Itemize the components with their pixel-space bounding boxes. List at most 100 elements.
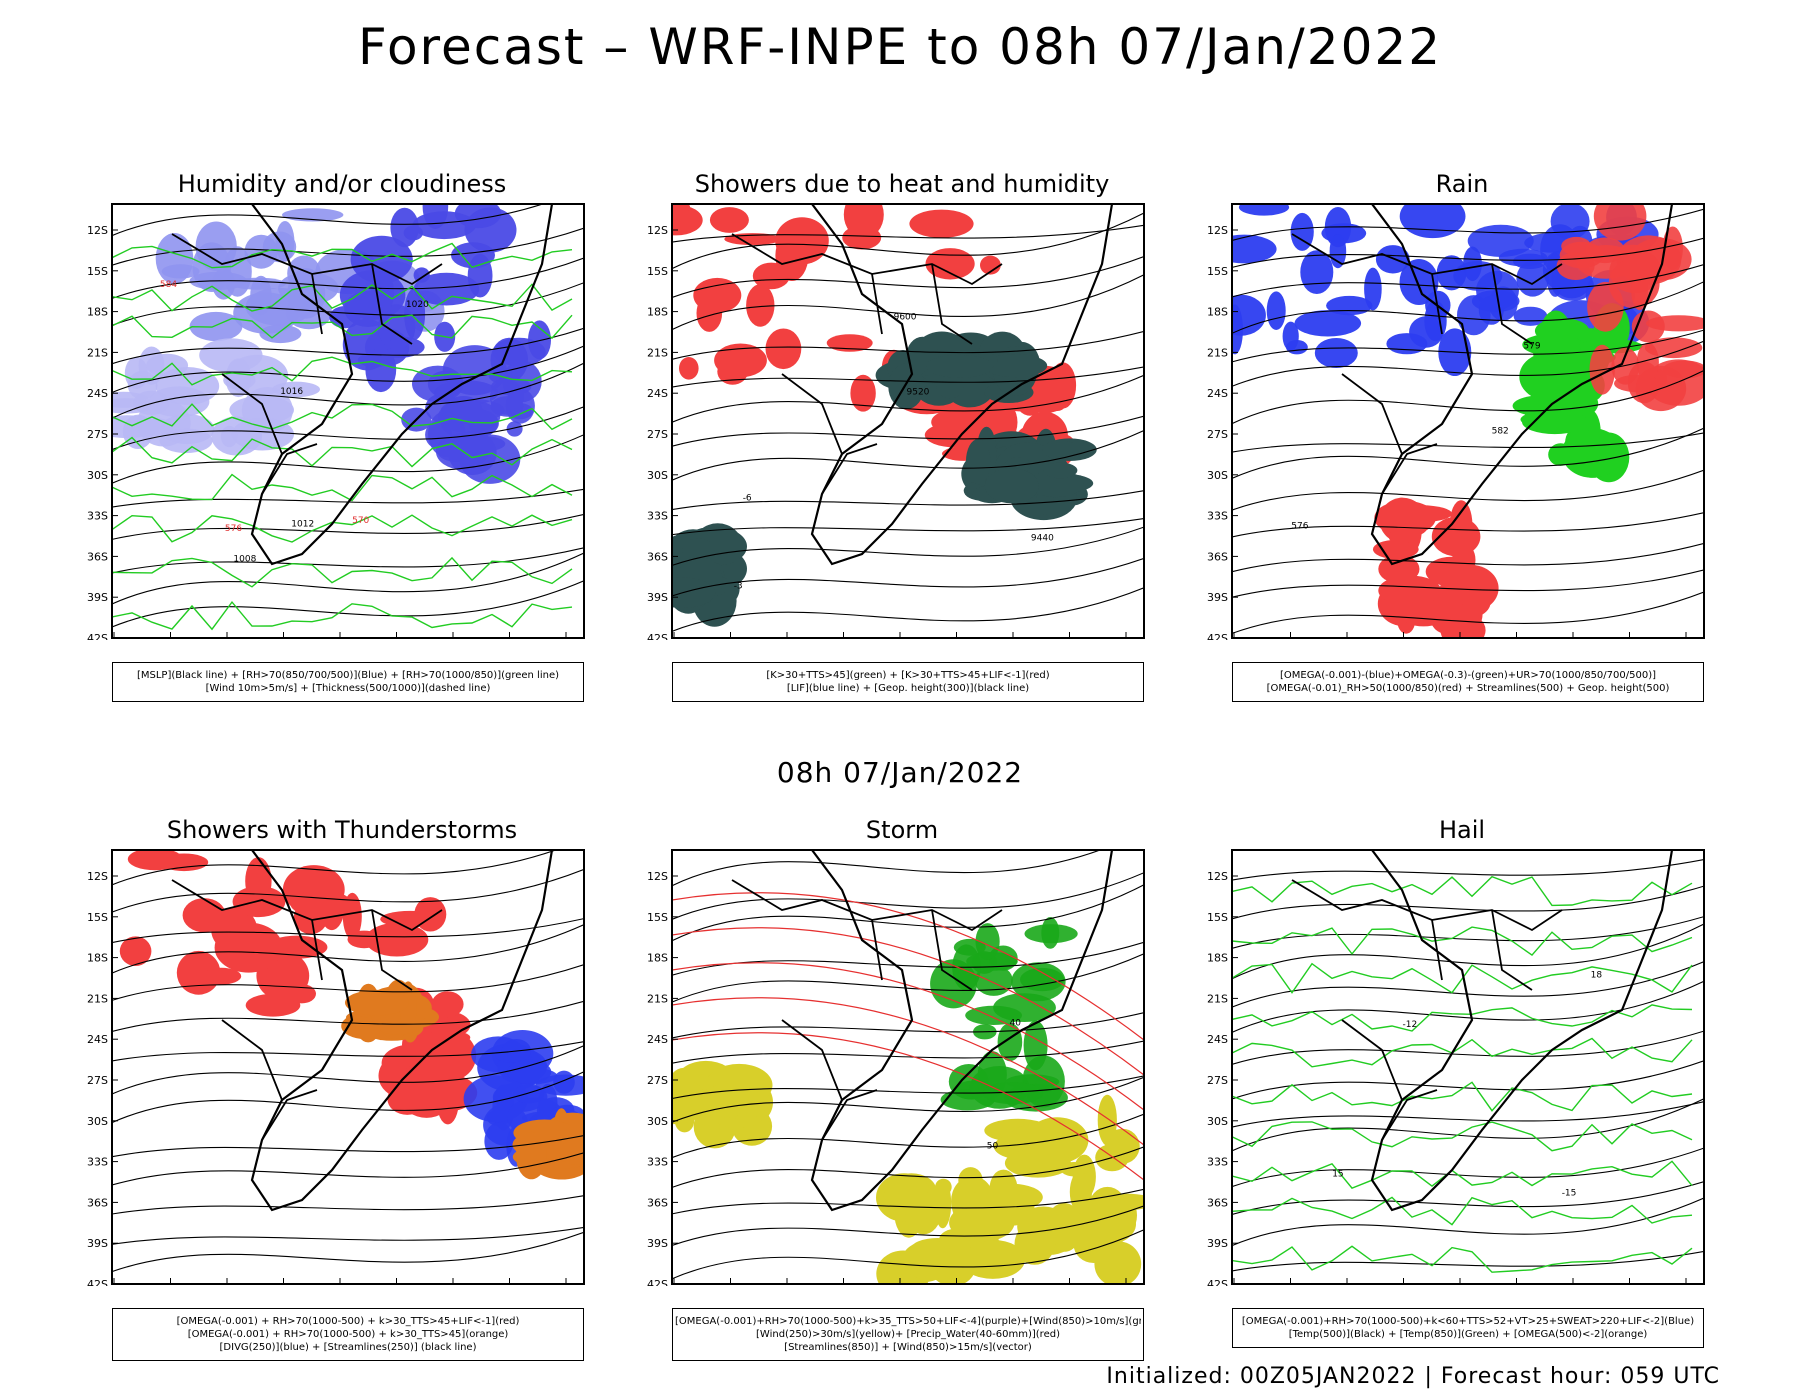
legend-line: [LIF](blue line) + [Geop. height(300)](b… bbox=[786, 683, 1030, 694]
lat-label: 39S bbox=[1207, 591, 1228, 604]
panel-legend: [K>30+TTS>45](green) + [K>30+TTS>45+LIF<… bbox=[672, 662, 1144, 702]
panel-legend: [OMEGA(-0.001)+RH>70(1000-500)+k>35_TTS>… bbox=[672, 1308, 1144, 1361]
lat-label: 12S bbox=[87, 870, 108, 883]
contour-label: 582 bbox=[1492, 427, 1509, 437]
lat-label: 36S bbox=[647, 550, 668, 563]
legend-line: [K>30+TTS>45](green) + [K>30+TTS>45+LIF<… bbox=[766, 670, 1050, 681]
contour-label: 584 bbox=[160, 280, 177, 290]
lat-label: 15S bbox=[87, 911, 108, 924]
lat-label: 33S bbox=[1207, 1156, 1228, 1169]
contour-label: 9600 bbox=[894, 313, 917, 323]
lat-label: 27S bbox=[87, 428, 108, 441]
contour-label: 18 bbox=[1591, 970, 1603, 980]
lat-label: 15S bbox=[1207, 265, 1228, 278]
lat-label: 12S bbox=[1207, 870, 1228, 883]
weather-map: 12S15S18S21S24S27S30S33S36S39S42S70W65W6… bbox=[87, 849, 585, 1286]
lat-label: 18S bbox=[87, 952, 108, 965]
lat-label: 27S bbox=[647, 1074, 668, 1087]
contour-label: 1008 bbox=[233, 554, 256, 564]
lat-label: 15S bbox=[1207, 911, 1228, 924]
lat-label: 18S bbox=[1207, 306, 1228, 319]
legend-line: [Wind 10m>5m/s] + [Thickness(500/1000)](… bbox=[205, 683, 491, 694]
lat-label: 30S bbox=[647, 469, 668, 482]
lat-label: 42S bbox=[87, 632, 108, 640]
legend-line: [Temp(500)](Black) + [Temp(850)](Green) … bbox=[1288, 1329, 1648, 1340]
lat-label: 30S bbox=[87, 1115, 108, 1128]
contour-label: -3 bbox=[734, 582, 743, 592]
lat-label: 24S bbox=[647, 1033, 668, 1046]
panel-legend: [OMEGA(-0.001)+RH>70(1000-500)+k<60+TTS>… bbox=[1232, 1308, 1704, 1348]
lat-label: 30S bbox=[1207, 1115, 1228, 1128]
legend-line: [OMEGA(-0.001) + RH>70(1000-500) + k>30_… bbox=[187, 1329, 509, 1340]
weather-map: 576 579 582 12S 15S 18S 21S 24S 27S 30S 33S 36S 39S 4… bbox=[1207, 203, 1705, 640]
weather-map: 504012S15S18S21S24S27S30S33S36S39S42S70W… bbox=[647, 849, 1145, 1286]
lat-label: 18S bbox=[647, 952, 668, 965]
lat-label: 21S bbox=[87, 346, 108, 359]
legend-line: [OMEGA(-0.001)+RH>70(1000-500)+k>35_TTS>… bbox=[675, 1316, 1141, 1327]
panel-title: Humidity and/or cloudiness bbox=[177, 170, 507, 198]
panel-title: Showers due to heat and humidity bbox=[694, 170, 1110, 198]
map-panel: Showers due to heat and humidity 9600 9520… bbox=[622, 170, 1182, 702]
legend-line: [Streamlines(850)] + [Wind(850)>15m/s](v… bbox=[784, 1342, 1032, 1353]
lat-label: 30S bbox=[647, 1115, 668, 1128]
lat-label: 36S bbox=[647, 1196, 668, 1209]
lat-label: 42S bbox=[1207, 1278, 1228, 1286]
lat-label: 18S bbox=[1207, 952, 1228, 965]
panel-title: Hail bbox=[1438, 816, 1486, 844]
lat-label: 30S bbox=[1207, 469, 1228, 482]
legend-line: [MSLP](Black line) + [RH>70(850/700/500)… bbox=[136, 670, 560, 681]
weather-map: 9600 9520 9440 -3 -6 12S 15S 18S 21S 24S 27S 30S 33S… bbox=[647, 203, 1145, 640]
lat-label: 12S bbox=[87, 224, 108, 237]
legend-line: [Wind(250)>30m/s](yellow)+ [Precip_Water… bbox=[756, 1329, 1060, 1340]
lat-label: 39S bbox=[647, 1237, 668, 1250]
lat-label: 39S bbox=[87, 1237, 108, 1250]
legend-line: [OMEGA(-0.001) + RH>70(1000-500) + k>30_… bbox=[176, 1316, 520, 1327]
lat-label: 21S bbox=[1207, 346, 1228, 359]
contour-label: 576 bbox=[1291, 522, 1308, 532]
contour-label: 579 bbox=[1523, 342, 1540, 352]
lat-label: 33S bbox=[87, 1156, 108, 1169]
contour-label: 50 bbox=[987, 1141, 999, 1151]
lat-label: 27S bbox=[87, 1074, 108, 1087]
contour-label: -6 bbox=[743, 494, 752, 504]
lat-label: 27S bbox=[1207, 1074, 1228, 1087]
contour-label: 1020 bbox=[406, 300, 429, 310]
legend-line: [OMEGA(-0.001)+RH>70(1000-500)+k<60+TTS>… bbox=[1241, 1316, 1695, 1327]
lat-label: 24S bbox=[647, 387, 668, 400]
lat-label: 21S bbox=[647, 346, 668, 359]
lat-label: 42S bbox=[87, 1278, 108, 1286]
panel-title: Storm bbox=[865, 816, 939, 844]
lat-label: 18S bbox=[647, 306, 668, 319]
panel-title: Rain bbox=[1435, 170, 1489, 198]
lat-label: 33S bbox=[647, 510, 668, 523]
lat-label: 12S bbox=[647, 870, 668, 883]
lat-label: 39S bbox=[1207, 1237, 1228, 1250]
contour-label: 1012 bbox=[291, 520, 314, 530]
contour-label: 9440 bbox=[1031, 534, 1054, 544]
map-panel: Storm 50 40 12S 15S 18S 21S 24S 27S 30S 33S 36S 39S 4… bbox=[622, 816, 1182, 1361]
lat-label: 24S bbox=[1207, 387, 1228, 400]
lat-label: 30S bbox=[87, 469, 108, 482]
lat-label: 33S bbox=[647, 1156, 668, 1169]
lat-label: 39S bbox=[647, 591, 668, 604]
lat-label: 33S bbox=[87, 510, 108, 523]
contour-label: 1016 bbox=[280, 387, 303, 397]
lat-label: 12S bbox=[1207, 224, 1228, 237]
lat-label: 24S bbox=[87, 387, 108, 400]
lat-label: 21S bbox=[1207, 992, 1228, 1005]
contour-label: 9520 bbox=[907, 387, 930, 397]
lat-label: 18S bbox=[87, 306, 108, 319]
map-panel: Showers with Thunderstorms 12S 15S 18S 21S 24… bbox=[62, 816, 622, 1361]
lat-label: 12S bbox=[647, 224, 668, 237]
lat-label: 15S bbox=[87, 265, 108, 278]
main-title: Forecast – WRF-INPE to 08h 07/Jan/2022 bbox=[357, 18, 1443, 76]
map-panel: Humidity and/or cloudiness 1012 1016 1008 10… bbox=[62, 170, 622, 702]
valid-time-title: 08h 07/Jan/2022 bbox=[776, 756, 1024, 789]
panel-legend: [OMEGA(-0.001) + RH>70(1000-500) + k>30_… bbox=[112, 1308, 584, 1361]
legend-line: [OMEGA(-0.001)-(blue)+OMEGA(-0.3)-(green… bbox=[1279, 670, 1657, 681]
panel-legend: [MSLP](Black line) + [RH>70(850/700/500)… bbox=[112, 662, 584, 702]
lat-label: 36S bbox=[1207, 1196, 1228, 1209]
lat-label: 42S bbox=[647, 1278, 668, 1286]
lat-label: 27S bbox=[1207, 428, 1228, 441]
map-panel: Rain 576 579 582 12S 15S 18S 21S 24S 27S 30S 33S 36S… bbox=[1182, 170, 1742, 702]
